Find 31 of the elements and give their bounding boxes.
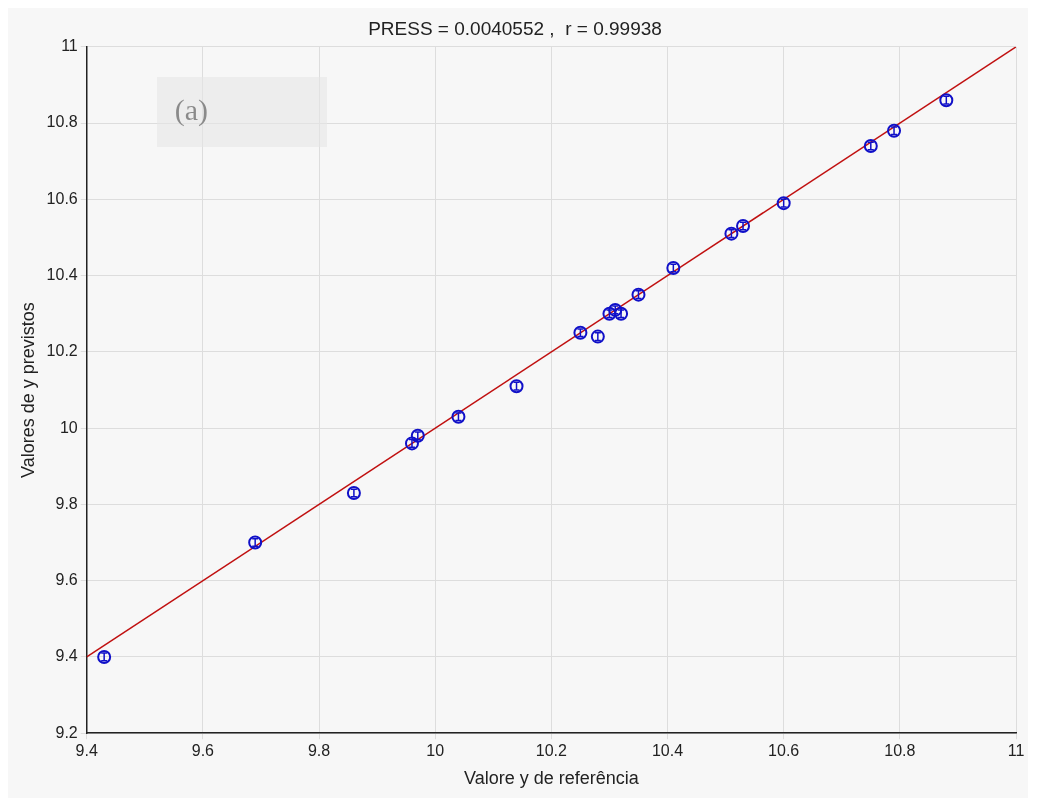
x-tick-label: 9.6 xyxy=(191,742,215,760)
x-tick-label: 11 xyxy=(1007,742,1025,760)
x-axis-title: Valore y de referência xyxy=(463,768,640,789)
y-tick-label: 10.2 xyxy=(46,342,78,360)
point xyxy=(614,306,629,321)
y-tick-label: 10.8 xyxy=(46,113,78,131)
x-tick-label: 10.2 xyxy=(535,742,568,760)
annotation: (a) xyxy=(174,92,209,127)
y-tick-label: 11 xyxy=(61,37,78,55)
point xyxy=(97,649,112,664)
y-tick-label: 9.4 xyxy=(55,647,78,665)
x-tick-label: 10 xyxy=(426,742,445,760)
y-tick-label: 10.6 xyxy=(46,189,78,207)
y-tick-label: 9.6 xyxy=(55,571,78,589)
point xyxy=(590,329,605,344)
x-tick-label: 9.8 xyxy=(307,742,331,760)
point xyxy=(736,219,751,234)
x-tick-label: 10.4 xyxy=(651,742,684,760)
chart-title: PRESS = 0.0040552 , r = 0.99938 xyxy=(368,17,662,39)
y-axis-title: Valores de y previstos xyxy=(17,302,38,478)
x-tick-label: 10.6 xyxy=(768,742,800,760)
point xyxy=(887,123,902,138)
y-tick-label: 9.8 xyxy=(55,494,78,512)
y-tick-label: 10 xyxy=(59,418,78,436)
y-tick-label: 10.4 xyxy=(46,266,78,284)
x-tick-label: 9.4 xyxy=(75,742,98,760)
point xyxy=(863,138,878,153)
point xyxy=(346,485,361,500)
point xyxy=(248,535,263,550)
x-tick-label: 10.8 xyxy=(884,742,916,760)
y-tick-label: 9.2 xyxy=(55,723,78,741)
